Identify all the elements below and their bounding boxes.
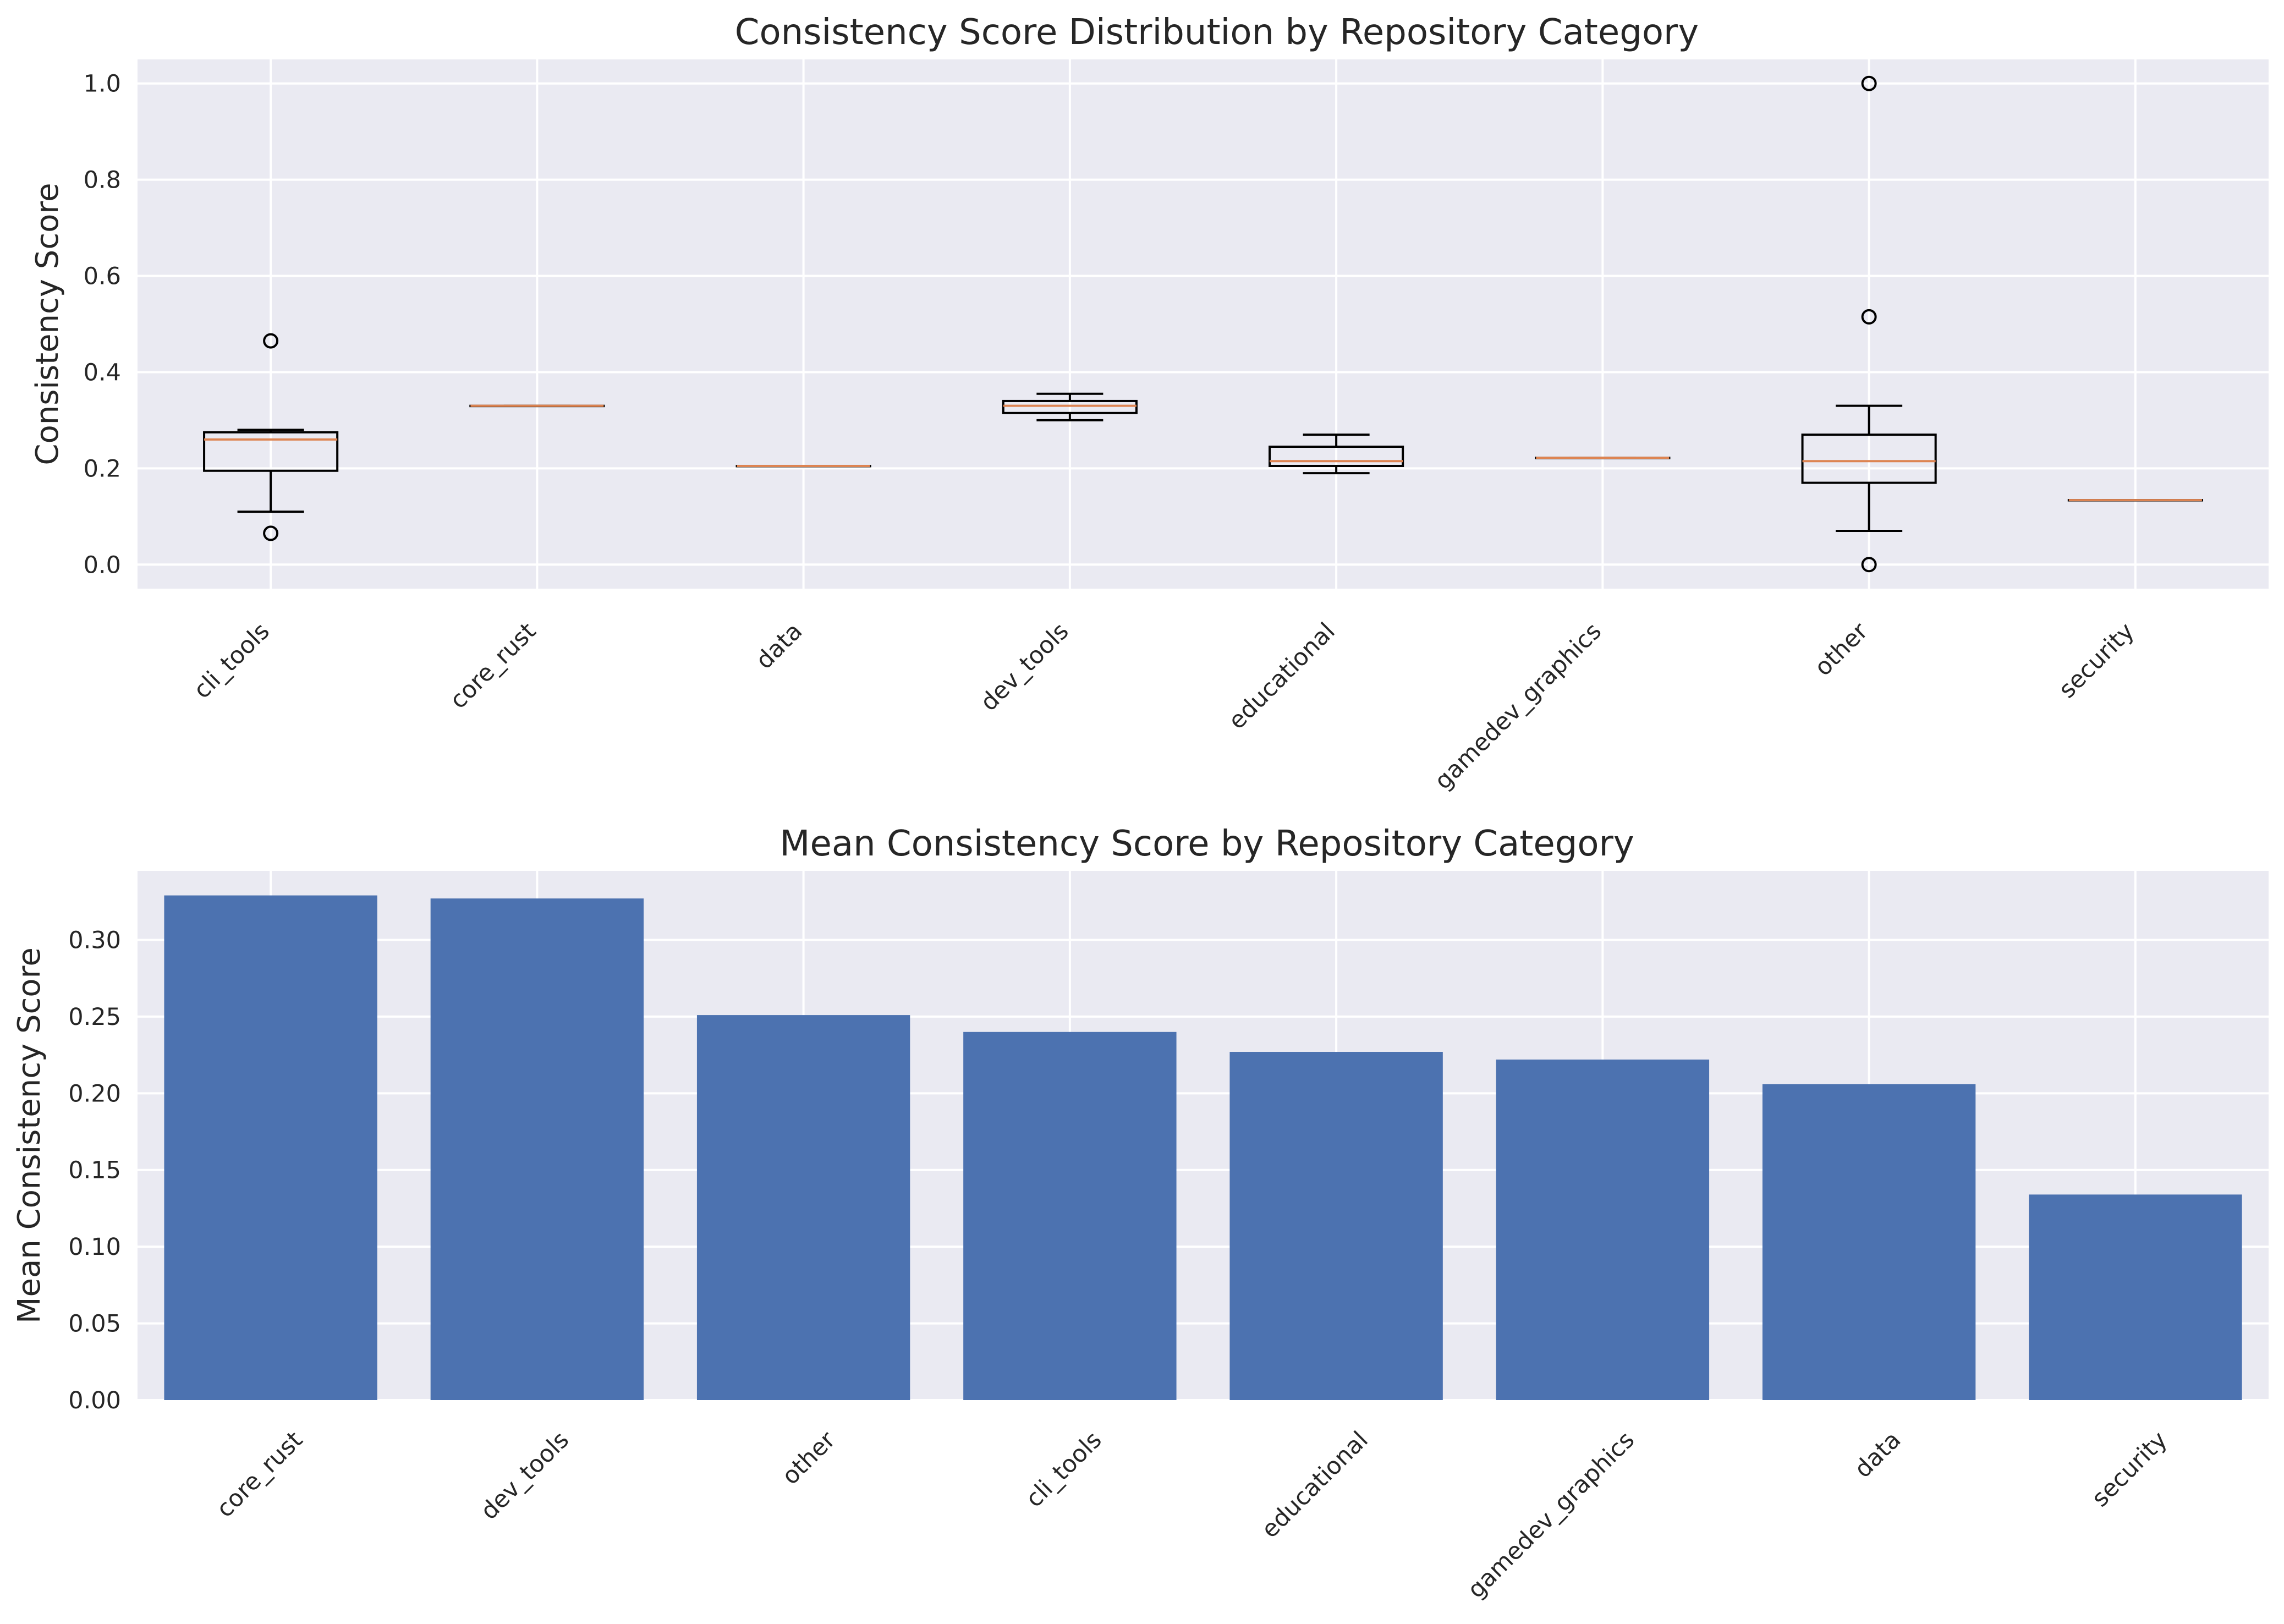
box-plot-title: Consistency Score Distribution by Reposi… [735, 12, 1699, 53]
box-x-tick-label: security [2054, 617, 2140, 704]
bar-y-tick-label: 0.05 [68, 1310, 121, 1338]
bar-y-tick-label: 0.00 [68, 1387, 121, 1414]
box-plot-x-ticks: cli_tools core_rust data dev_tools education… [188, 617, 2139, 795]
outlier-point [1861, 557, 1877, 573]
bar-cli_tools [963, 1032, 1177, 1400]
bar-x-tick-label: dev_tools [475, 1426, 574, 1525]
bar-chart-y-axis-label: Mean Consistency Score [12, 947, 47, 1324]
box-plot-y-ticks: 0.0 0.2 0.4 0.6 0.8 1.0 [84, 70, 121, 579]
box-x-tick-label: educational [1223, 617, 1341, 734]
box-x-tick-label: core_rust [444, 617, 541, 714]
box-plot-panel: Consistency Score Distribution by Reposi… [30, 12, 2269, 795]
outlier-point [1861, 75, 1877, 91]
box-y-tick-label: 0.2 [84, 455, 121, 482]
bar-chart-title: Mean Consistency Score by Repository Cat… [779, 824, 1634, 864]
box-x-tick-label: data [751, 617, 808, 674]
box-x-tick-label: gamedev_graphics [1429, 617, 1607, 795]
box-x-tick-label: dev_tools [975, 617, 1074, 716]
bar-chart-marks [164, 895, 2242, 1400]
box-plot-marks [203, 75, 2203, 573]
bar-x-tick-label: gamedev_graphics [1462, 1426, 1640, 1604]
box-dev_tools [1002, 392, 1138, 421]
box-core_rust [469, 404, 605, 408]
box-data [735, 464, 871, 468]
box-y-tick-label: 0.4 [84, 359, 121, 386]
outlier-point [263, 525, 279, 541]
bar-y-tick-label: 0.30 [68, 926, 121, 954]
bar-x-tick-label: security [2087, 1426, 2173, 1512]
bar-chart-x-ticks: core_rust dev_tools other cli_tools educatio… [211, 1426, 2173, 1604]
box-iqr [1002, 399, 1138, 414]
box-plot-y-axis-label: Consistency Score [30, 183, 65, 465]
box-y-tick-label: 0.0 [84, 551, 121, 579]
bar-y-tick-label: 0.20 [68, 1080, 121, 1107]
bar-x-tick-label: data [1849, 1426, 1907, 1483]
box-cli_tools [203, 333, 339, 541]
bar-x-tick-label: core_rust [211, 1426, 308, 1523]
box-iqr [1801, 434, 1937, 484]
box-educational [1269, 434, 1404, 475]
bar-x-tick-label: cli_tools [1020, 1426, 1107, 1513]
bar-security [2029, 1194, 2242, 1400]
bar-chart-panel: Mean Consistency Score by Repository Cat… [12, 824, 2269, 1604]
outlier-point [1861, 309, 1877, 325]
bar-x-tick-label: other [777, 1426, 841, 1490]
bar-core_rust [164, 895, 377, 1400]
box-x-tick-label: other [1809, 617, 1874, 682]
bar-y-tick-label: 0.10 [68, 1233, 121, 1261]
box-y-tick-label: 0.8 [84, 167, 121, 194]
box-x-tick-label: cli_tools [188, 617, 275, 704]
outlier-point [263, 333, 279, 349]
bar-other [696, 1015, 910, 1400]
box-other [1801, 75, 1937, 573]
bar-y-tick-label: 0.25 [68, 1003, 121, 1031]
bar-gamedev_graphics [1496, 1059, 1710, 1400]
bar-data [1762, 1084, 1976, 1400]
bar-educational [1229, 1052, 1443, 1400]
box-security [2067, 499, 2203, 502]
bar-dev_tools [430, 898, 644, 1400]
box-y-tick-label: 1.0 [84, 70, 121, 98]
box-plot-area [138, 59, 2269, 589]
bar-x-tick-label: educational [1256, 1426, 1374, 1543]
box-y-tick-label: 0.6 [84, 263, 121, 290]
bar-y-tick-label: 0.15 [68, 1157, 121, 1184]
bar-chart-y-ticks: 0.00 0.05 0.10 0.15 0.20 0.25 0.30 [68, 926, 121, 1414]
box-iqr [203, 431, 339, 472]
box-iqr [1269, 446, 1404, 467]
